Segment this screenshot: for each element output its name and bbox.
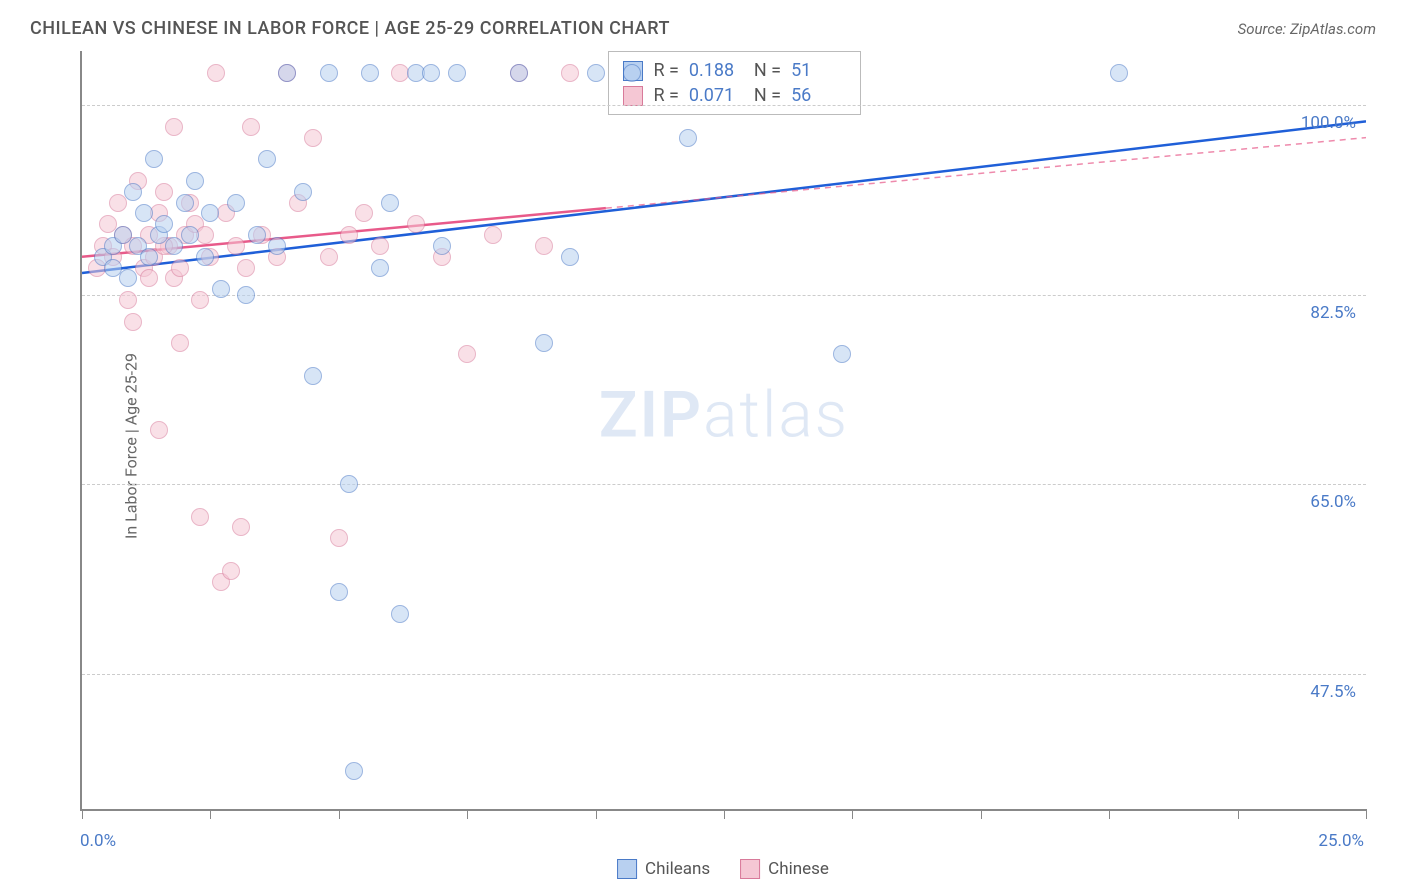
data-point [135,204,153,222]
data-point [355,204,373,222]
data-point [119,269,137,287]
data-point [340,226,358,244]
data-point [237,259,255,277]
data-point [176,194,194,212]
data-point [510,64,528,82]
data-point [679,129,697,147]
data-point [227,194,245,212]
data-point [242,118,260,136]
y-tick-label: 82.5% [1310,303,1356,323]
data-point [109,194,127,212]
data-point [304,129,322,147]
data-point [381,194,399,212]
data-point [371,237,389,255]
gridline [82,484,1366,485]
data-point [422,64,440,82]
legend-swatch-chileans [617,859,637,879]
data-point [186,172,204,190]
gridline [82,295,1366,296]
data-point [171,334,189,352]
data-point [124,183,142,201]
gridline [82,674,1366,675]
data-point [278,64,296,82]
data-point [207,64,225,82]
data-point [535,237,553,255]
data-point [212,280,230,298]
data-point [196,248,214,266]
data-point [258,150,276,168]
data-point [458,345,476,363]
data-point [201,204,219,222]
data-point [191,508,209,526]
data-point [140,269,158,287]
data-point [171,259,189,277]
data-point [150,421,168,439]
x-tick [1366,809,1367,819]
plot-area: ZIPatlas R = 0.188 N = 51 R = 0.071 N = … [80,51,1366,811]
data-point [145,150,163,168]
data-point [155,183,173,201]
data-point [140,248,158,266]
x-axis: Chileans Chinese 0.0%25.0% [80,811,1366,841]
source-label: Source: ZipAtlas.com [1238,20,1376,38]
gridline [82,105,1366,106]
data-point [232,518,250,536]
data-point [330,583,348,601]
data-point [320,248,338,266]
x-tick-label: 25.0% [1318,831,1364,851]
stats-row-chileans: R = 0.188 N = 51 [623,58,846,83]
data-point [340,475,358,493]
data-point [155,215,173,233]
data-point [191,291,209,309]
y-tick-label: 65.0% [1310,492,1356,512]
data-point [1110,64,1128,82]
data-point [561,64,579,82]
trend-lines [82,51,1366,809]
data-point [407,215,425,233]
data-point [165,118,183,136]
data-point [165,237,183,255]
legend-item-chileans: Chileans [617,859,710,879]
data-point [484,226,502,244]
y-tick-label: 100.0% [1301,113,1356,133]
data-point [222,562,240,580]
data-point [119,291,137,309]
watermark: ZIPatlas [599,377,849,452]
data-point [561,248,579,266]
data-point [227,237,245,255]
data-point [371,259,389,277]
swatch-chinese [623,86,643,106]
chart-title: CHILEAN VS CHINESE IN LABOR FORCE | AGE … [30,18,670,39]
data-point [124,313,142,331]
data-point [268,237,286,255]
data-point [248,226,266,244]
data-point [361,64,379,82]
data-point [391,605,409,623]
data-point [320,64,338,82]
legend-item-chinese: Chinese [740,859,829,879]
chart-container: In Labor Force | Age 25-29 ZIPatlas R = … [30,51,1376,841]
data-point [181,226,199,244]
y-tick-label: 47.5% [1310,682,1356,702]
data-point [196,226,214,244]
data-point [448,64,466,82]
data-point [237,286,255,304]
data-point [330,529,348,547]
data-point [623,64,641,82]
bottom-legend: Chileans Chinese [617,859,829,879]
data-point [833,345,851,363]
data-point [433,237,451,255]
data-point [345,762,363,780]
x-tick-label: 0.0% [80,831,116,851]
legend-swatch-chinese [740,859,760,879]
data-point [587,64,605,82]
data-point [304,367,322,385]
data-point [535,334,553,352]
data-point [294,183,312,201]
